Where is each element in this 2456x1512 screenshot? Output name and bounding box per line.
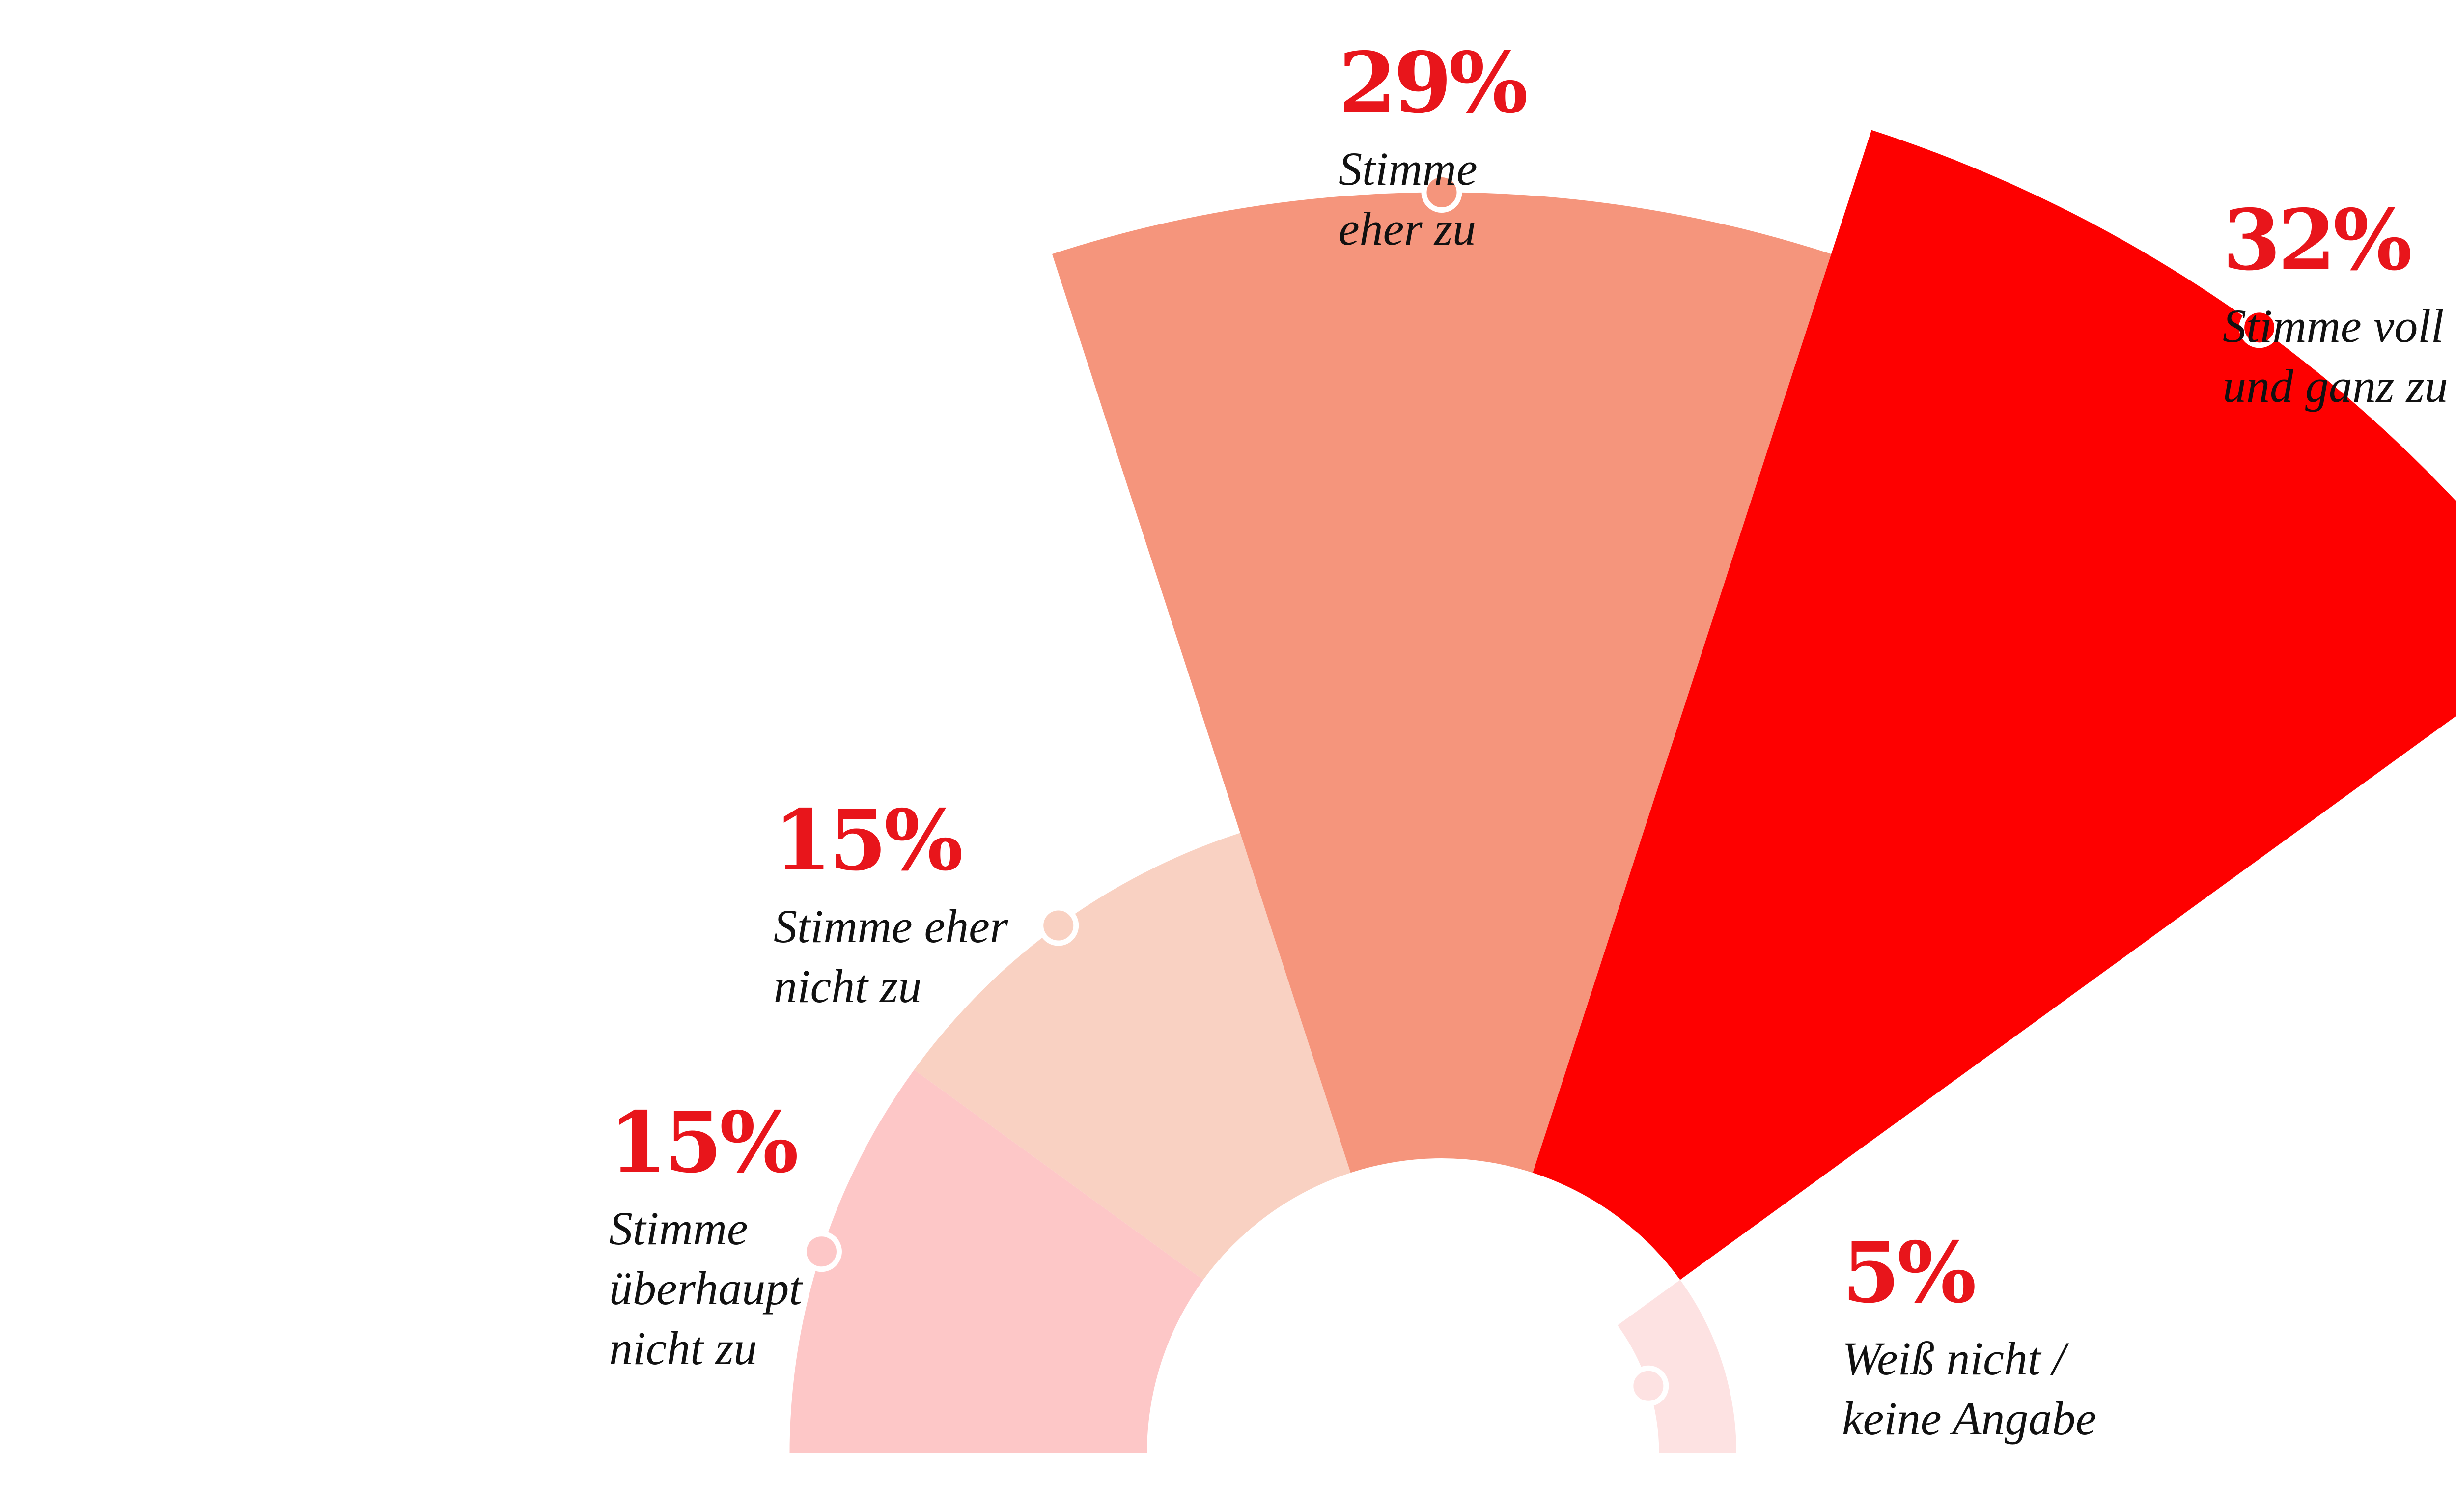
value-label-2: 15% (774, 791, 962, 890)
category-label-4-line-2: und ganz zu (2223, 360, 2448, 412)
chart-segments (789, 130, 2456, 1453)
segment-2 (914, 833, 1351, 1280)
value-label-5: 5% (1842, 1224, 1975, 1322)
segment-5 (1617, 1280, 1736, 1453)
segment-1 (789, 1069, 1203, 1453)
value-label-4: 32% (2223, 191, 2411, 289)
segment-marker-1 (801, 1231, 842, 1272)
category-label-3-line-1: Stimme (1339, 142, 1478, 195)
segment-marker-5 (1628, 1365, 1669, 1406)
segment-3 (1052, 192, 1832, 1173)
value-label-3: 29% (1339, 34, 1527, 132)
category-label-5-line-2: keine Angabe (1842, 1392, 2096, 1445)
category-label-1-line-1: Stimme (609, 1202, 748, 1255)
segment-marker-3 (1421, 172, 1462, 213)
category-label-3-line-2: eher zu (1339, 202, 1476, 255)
segment-marker-4 (2239, 307, 2280, 348)
value-label-1: 15% (609, 1093, 797, 1192)
category-label-2-line-1: Stimme eher (774, 900, 1008, 952)
category-label-1-line-3: nicht zu (609, 1322, 757, 1374)
category-label-2-line-2: nicht zu (774, 960, 921, 1012)
category-label-4-line-1: Stimme voll (2223, 300, 2444, 352)
category-label-5-line-1: Weiß nicht / (1842, 1332, 2069, 1385)
segment-marker-2 (1038, 905, 1079, 946)
chart-labels: 15% Stimme überhaupt nicht zu 15% Stimme eher… (609, 34, 2448, 1445)
segment-4 (1533, 130, 2456, 1280)
chart-markers (801, 172, 2280, 1406)
category-label-1-line-2: überhaupt (609, 1262, 803, 1315)
